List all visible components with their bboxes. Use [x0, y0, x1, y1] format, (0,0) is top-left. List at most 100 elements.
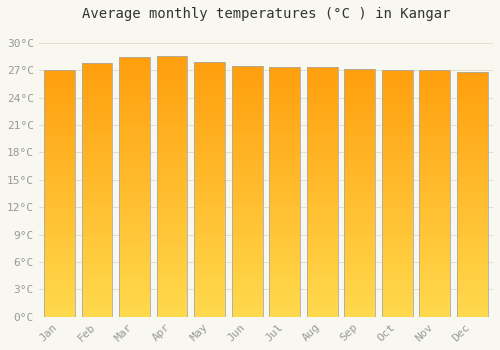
Bar — [420, 314, 450, 317]
Bar — [82, 236, 112, 238]
Bar — [457, 224, 488, 226]
Bar — [270, 97, 300, 100]
Bar — [457, 158, 488, 160]
Bar — [82, 104, 112, 106]
Bar — [270, 254, 300, 257]
Bar — [232, 131, 262, 133]
Bar — [156, 293, 188, 296]
Bar — [156, 184, 188, 187]
Bar — [420, 216, 450, 218]
Bar — [156, 228, 188, 231]
Bar — [270, 75, 300, 77]
Bar — [194, 123, 225, 126]
Bar — [156, 114, 188, 116]
Bar — [307, 307, 338, 309]
Bar — [420, 83, 450, 85]
Bar — [382, 198, 412, 201]
Bar — [270, 165, 300, 167]
Bar — [270, 287, 300, 289]
Bar — [420, 233, 450, 236]
Bar — [382, 206, 412, 208]
Bar — [156, 218, 188, 220]
Bar — [270, 117, 300, 120]
Bar — [270, 222, 300, 225]
Bar — [44, 70, 75, 73]
Bar — [232, 184, 262, 186]
Bar — [382, 144, 412, 147]
Bar — [420, 154, 450, 156]
Bar — [457, 260, 488, 263]
Bar — [382, 275, 412, 277]
Bar — [382, 287, 412, 290]
Bar — [44, 181, 75, 184]
Bar — [82, 164, 112, 167]
Bar — [156, 161, 188, 163]
Bar — [156, 116, 188, 119]
Bar — [457, 104, 488, 106]
Bar — [382, 95, 412, 97]
Bar — [44, 119, 75, 122]
Bar — [382, 255, 412, 258]
Bar — [156, 90, 188, 93]
Bar — [232, 254, 262, 257]
Bar — [82, 88, 112, 91]
Bar — [194, 98, 225, 100]
Bar — [194, 144, 225, 146]
Bar — [457, 155, 488, 158]
Bar — [194, 235, 225, 238]
Bar — [382, 70, 412, 73]
Bar — [307, 225, 338, 227]
Bar — [420, 196, 450, 198]
Bar — [119, 265, 150, 267]
Bar — [457, 167, 488, 170]
Title: Average monthly temperatures (°C ) in Kangar: Average monthly temperatures (°C ) in Ka… — [82, 7, 450, 21]
Bar — [44, 211, 75, 213]
Bar — [156, 64, 188, 67]
Bar — [307, 215, 338, 217]
Bar — [382, 179, 412, 181]
Bar — [119, 249, 150, 252]
Bar — [382, 171, 412, 174]
Bar — [270, 212, 300, 215]
Bar — [44, 189, 75, 191]
Bar — [156, 199, 188, 202]
Bar — [194, 284, 225, 286]
Bar — [119, 63, 150, 65]
Bar — [382, 184, 412, 186]
Bar — [194, 217, 225, 220]
Bar — [457, 290, 488, 292]
Bar — [119, 262, 150, 265]
Bar — [82, 195, 112, 197]
Bar — [307, 222, 338, 225]
Bar — [270, 267, 300, 270]
Bar — [382, 280, 412, 282]
Bar — [382, 307, 412, 309]
Bar — [44, 164, 75, 166]
Bar — [344, 235, 375, 238]
Bar — [382, 248, 412, 250]
Bar — [194, 62, 225, 317]
Bar — [457, 214, 488, 216]
Bar — [194, 230, 225, 233]
Bar — [44, 70, 75, 317]
Bar — [194, 261, 225, 263]
Bar — [44, 233, 75, 236]
Bar — [82, 261, 112, 264]
Bar — [344, 277, 375, 280]
Bar — [82, 73, 112, 76]
Bar — [44, 218, 75, 220]
Bar — [270, 88, 300, 90]
Bar — [420, 122, 450, 124]
Bar — [119, 81, 150, 83]
Bar — [344, 287, 375, 289]
Bar — [156, 85, 188, 88]
Bar — [44, 282, 75, 285]
Bar — [119, 226, 150, 229]
Bar — [420, 211, 450, 213]
Bar — [82, 266, 112, 268]
Bar — [344, 72, 375, 74]
Bar — [270, 285, 300, 287]
Bar — [232, 178, 262, 181]
Bar — [119, 213, 150, 216]
Bar — [194, 266, 225, 268]
